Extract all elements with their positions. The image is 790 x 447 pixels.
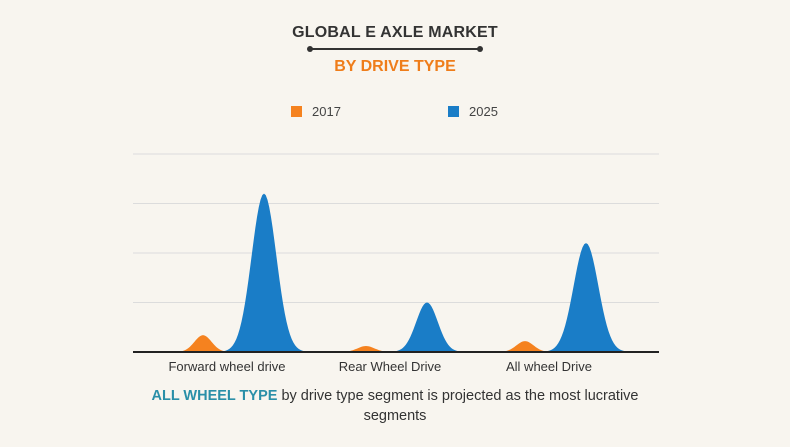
chart-caption: ALL WHEEL TYPE by drive type segment is … xyxy=(140,386,650,426)
legend-label-2017: 2017 xyxy=(312,104,341,119)
peak-2025-rear-wheel-drive xyxy=(381,302,473,352)
x-tick-label: All wheel Drive xyxy=(506,359,592,374)
legend-swatch-2017 xyxy=(291,106,302,117)
legend-item-2017: 2017 xyxy=(291,104,341,119)
caption-highlight: ALL WHEEL TYPE xyxy=(151,388,278,404)
caption-text: by drive type segment is projected as th… xyxy=(277,388,639,424)
peak-2017-forward-wheel-drive xyxy=(167,335,239,352)
chart-subtitle: BY DRIVE TYPE xyxy=(334,58,456,75)
peak-2017-rear-wheel-drive xyxy=(330,346,402,352)
x-tick-label: Rear Wheel Drive xyxy=(339,359,442,374)
peak-2025-all-wheel-drive xyxy=(534,243,638,352)
legend-item-2025: 2025 xyxy=(448,104,498,119)
chart-title: GLOBAL E AXLE MARKET xyxy=(292,24,498,41)
legend-label-2025: 2025 xyxy=(469,104,498,119)
title-divider xyxy=(307,46,483,52)
legend-swatch-2025 xyxy=(448,106,459,117)
peak-2025-forward-wheel-drive xyxy=(212,193,316,352)
x-tick-label: Forward wheel drive xyxy=(168,359,285,374)
peak-2017-all-wheel-drive xyxy=(489,341,561,352)
